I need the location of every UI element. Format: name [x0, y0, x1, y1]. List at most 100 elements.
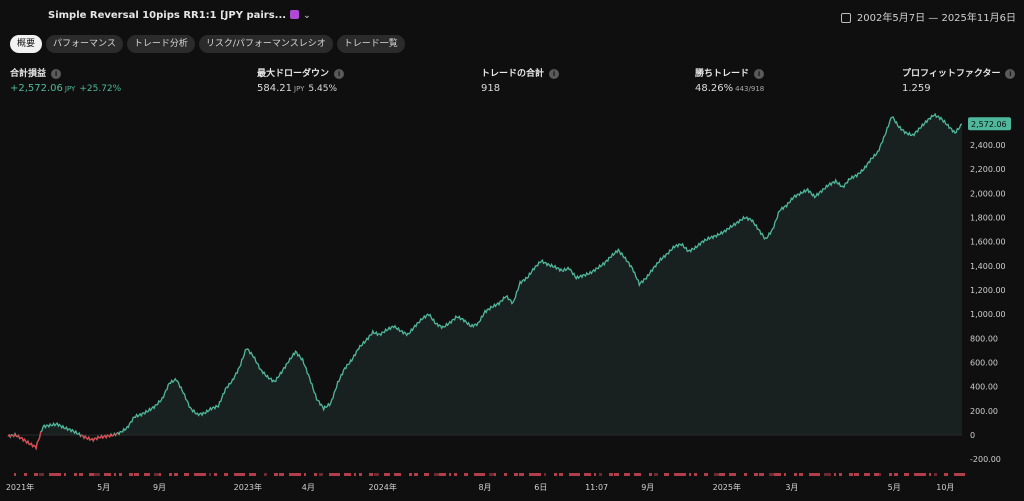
trade-marker: [494, 473, 496, 476]
equity-chart[interactable]: -200.00 0 200.00 400.00 600.00 800.00 1,000.00…: [0, 100, 1024, 501]
trade-marker: [14, 473, 16, 476]
y-tick-label: 2,000.00: [970, 189, 1006, 198]
metric-win-trades: 勝ちトレード i 48.26% 443/918: [695, 66, 764, 94]
trade-marker: [594, 473, 596, 476]
trade-marker: [409, 473, 412, 476]
trade-marker: [119, 473, 122, 476]
trade-marker: [879, 473, 881, 476]
y-tick-label: 400.00: [970, 383, 998, 392]
trade-marker: [489, 473, 496, 476]
trade-marker: [64, 473, 66, 476]
trade-marker: [504, 473, 507, 476]
strategy-title[interactable]: Simple Reversal 10pips RR1:1 [JPY pairs.…: [48, 10, 311, 21]
trade-marker: [39, 473, 44, 476]
trade-marker: [639, 473, 641, 476]
x-tick-label: 2023年: [234, 482, 262, 492]
date-range-text: 2002年5月7日 — 2025年11月6日: [856, 13, 1016, 24]
trade-marker: [649, 473, 652, 476]
trade-marker: [34, 473, 38, 476]
trade-marker: [474, 473, 479, 476]
tab-trade-list[interactable]: トレード一覧: [336, 35, 405, 53]
trade-marker: [279, 473, 284, 476]
trade-marker: [434, 473, 440, 476]
calendar-icon[interactable]: [840, 13, 851, 23]
x-tick-label: 5月: [888, 483, 901, 492]
metric-profit-factor: プロフィットファクター i 1.259: [902, 66, 1016, 94]
trade-marker: [369, 473, 373, 476]
trade-marker: [784, 473, 786, 476]
tab-trade-analysis[interactable]: トレード分析: [126, 35, 195, 53]
metric-max-drawdown: 最大ドローダウン i 584.21 JPY 5.45%: [257, 66, 345, 94]
y-tick-label: 1,600.00: [970, 238, 1006, 247]
trade-marker: [334, 473, 340, 476]
metric-secondary: +25.72%: [79, 84, 122, 94]
metric-label: 合計損益: [10, 69, 47, 79]
trade-marker: [289, 473, 295, 476]
info-icon[interactable]: i: [754, 69, 765, 79]
tab-overview[interactable]: 概要: [10, 35, 43, 53]
trade-marker: [479, 473, 485, 476]
trade-marker: [754, 473, 758, 476]
y-tick-label: 800.00: [970, 334, 998, 343]
trade-marker: [449, 473, 451, 476]
calendar-badge-icon: [290, 10, 300, 19]
trade-marker: [114, 473, 116, 476]
trade-marker: [834, 473, 836, 476]
trade-marker: [559, 473, 563, 476]
metric-label: 勝ちトレード: [695, 69, 750, 79]
y-tick-label: 2,400.00: [970, 141, 1006, 150]
trade-marker: [694, 473, 697, 476]
trade-marker: [814, 473, 820, 476]
metric-label: トレードの合計: [481, 69, 545, 79]
x-tick-label: 10月: [936, 483, 954, 492]
trade-marker: [904, 473, 909, 476]
trade-marker: [359, 473, 362, 476]
trade-marker: [54, 473, 61, 476]
metric-value: 918: [481, 83, 501, 94]
trade-marker: [74, 473, 77, 476]
x-tick-label: 9月: [641, 483, 654, 492]
tab-risk-ratios[interactable]: リスク/パフォーマンスレシオ: [198, 35, 333, 53]
chevron-down-icon[interactable]: ⌄: [303, 11, 311, 21]
trade-marker: [394, 473, 401, 476]
trade-marker: [354, 473, 356, 476]
last-value-badge: [968, 117, 1011, 131]
trade-marker: [214, 473, 217, 476]
trade-marker: [319, 473, 323, 476]
metric-total-trades: トレードの合計 i 918: [481, 66, 560, 94]
metric-value: 1.259: [902, 83, 931, 94]
info-icon[interactable]: i: [51, 69, 62, 79]
trade-marker: [129, 473, 133, 476]
trade-marker: [794, 473, 797, 476]
info-icon[interactable]: i: [1005, 69, 1016, 79]
trade-marker: [839, 473, 842, 476]
trade-marker: [864, 473, 870, 476]
last-value-label: 2,572.06: [971, 120, 1007, 129]
date-range[interactable]: 2002年5月7日 — 2025年11月6日: [840, 9, 1016, 24]
top-bar: Simple Reversal 10pips RR1:1 [JPY pairs.…: [0, 0, 1024, 34]
x-tick-label: 6日: [534, 483, 547, 492]
trade-marker: [889, 473, 892, 476]
trade-marker: [89, 473, 94, 476]
info-icon[interactable]: i: [334, 69, 345, 79]
trade-marker: [634, 473, 641, 476]
metric-label: プロフィットファクター: [902, 69, 1001, 79]
tab-performance[interactable]: パフォーマンス: [46, 35, 123, 53]
trade-marker: [624, 473, 630, 476]
metric-value: +2,572.06: [10, 83, 63, 94]
trade-marker: [584, 473, 591, 476]
trade-marker: [234, 473, 239, 476]
trade-marker: [414, 473, 418, 476]
info-icon[interactable]: i: [549, 69, 560, 79]
trade-marker: [79, 473, 83, 476]
y-tick-label: 200.00: [970, 407, 998, 416]
trade-marker: [514, 473, 518, 476]
equity-line: [7, 112, 963, 451]
trade-marker: [529, 473, 535, 476]
trade-marker: [24, 473, 27, 476]
trade-marker: [49, 473, 55, 476]
equity-line-negative: [7, 434, 10, 437]
y-tick-label: 0: [970, 431, 975, 440]
trade-marker: [294, 473, 301, 476]
equity-area: [8, 114, 962, 435]
